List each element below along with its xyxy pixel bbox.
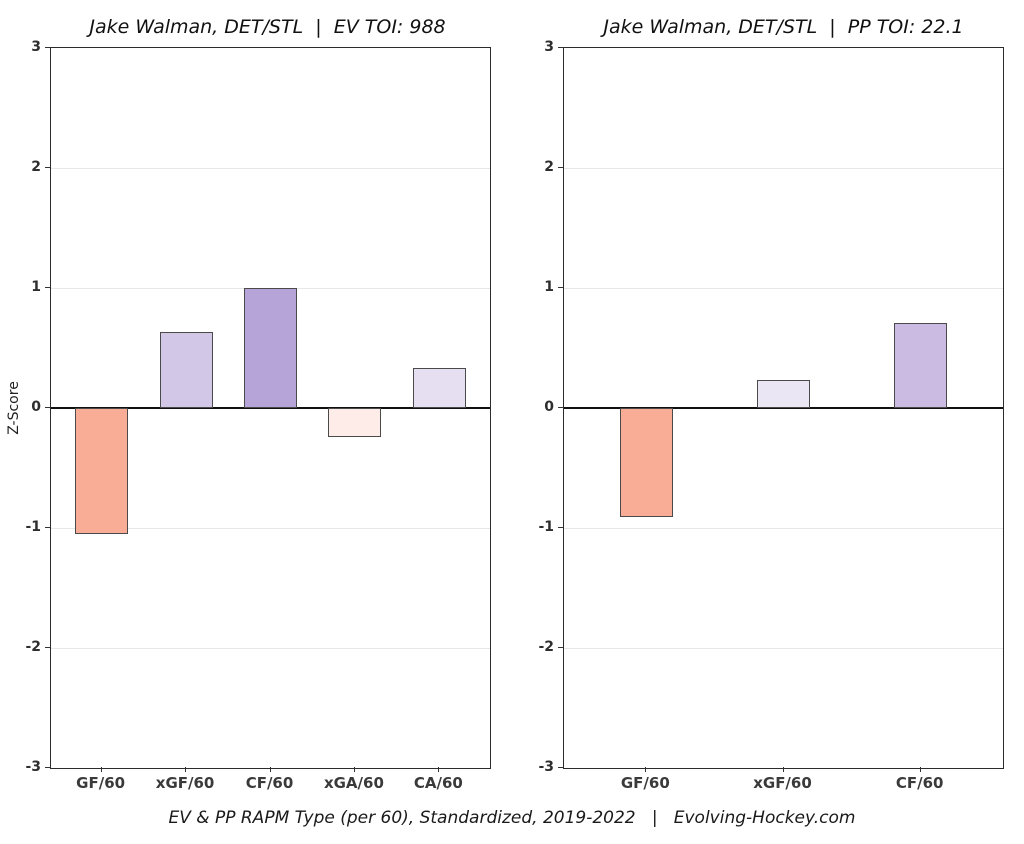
bar-gf60: [619, 408, 673, 518]
gridline-y-2: [51, 168, 490, 169]
y-tick-label-2: 2: [31, 159, 41, 175]
zero-line: [51, 407, 490, 409]
x-tick-label-xgf60: xGF/60: [753, 774, 812, 792]
x-tick-label-gf60: GF/60: [620, 774, 670, 792]
gridline-y--1: [51, 528, 490, 529]
y-tick-mark: [558, 647, 563, 648]
bar-xgf60: [159, 332, 213, 408]
y-tick-mark: [558, 167, 563, 168]
y-tick-mark: [45, 47, 50, 48]
gridline-y-1: [564, 288, 1003, 289]
y-tick-mark: [45, 767, 50, 768]
chart-title-pp: Jake Walman, DET/STL | PP TOI: 22.1: [603, 16, 964, 38]
bar-cf60: [894, 322, 948, 408]
x-tick-mark: [782, 767, 784, 772]
y-tick-label--1: -1: [538, 519, 554, 535]
bar-ca60: [412, 368, 466, 408]
y-tick-label--3: -3: [538, 759, 554, 775]
x-tick-label-xga60: xGA/60: [323, 774, 384, 792]
x-tick-mark: [919, 767, 921, 772]
y-tick-mark: [558, 407, 563, 408]
x-tick-mark: [185, 767, 187, 772]
plot-area-pp: [563, 47, 1004, 769]
y-tick-label-0: 0: [544, 399, 554, 415]
x-tick-mark: [100, 767, 102, 772]
x-tick-label-xgf60: xGF/60: [155, 774, 215, 792]
gridline-y--2: [564, 648, 1003, 649]
y-tick-mark: [558, 767, 563, 768]
y-tick-label--2: -2: [25, 639, 41, 655]
x-tick-mark: [353, 767, 355, 772]
y-tick-label-3: 3: [544, 39, 554, 55]
gridline-y--2: [51, 648, 490, 649]
y-tick-label-3: 3: [31, 39, 41, 55]
gridline-y--1: [564, 528, 1003, 529]
bar-gf60: [75, 408, 129, 534]
bar-xga60: [328, 408, 382, 437]
bar-cf60: [244, 288, 297, 408]
gridline-y-2: [564, 168, 1003, 169]
y-tick-label-2: 2: [544, 159, 554, 175]
y-tick-mark: [45, 407, 50, 408]
y-tick-label-0: 0: [31, 399, 41, 415]
y-tick-mark: [558, 47, 563, 48]
zero-line: [564, 407, 1003, 409]
y-tick-label--2: -2: [538, 639, 554, 655]
x-tick-mark: [269, 767, 271, 772]
chart-title-ev: Jake Walman, DET/STL | EV TOI: 988: [89, 16, 446, 38]
y-tick-label-1: 1: [544, 279, 554, 295]
y-tick-mark: [558, 527, 563, 528]
x-tick-mark: [645, 767, 647, 772]
y-tick-mark: [45, 167, 50, 168]
y-tick-mark: [45, 287, 50, 288]
y-tick-label--1: -1: [25, 519, 41, 535]
plot-area-ev: [50, 47, 491, 769]
x-tick-label-cf60: CF/60: [895, 774, 944, 792]
x-tick-label-cf60: CF/60: [245, 774, 294, 792]
figure-caption: EV & PP RAPM Type (per 60), Standardized…: [168, 808, 856, 828]
x-tick-label-ca60: CA/60: [413, 774, 463, 792]
y-tick-label--3: -3: [25, 759, 41, 775]
y-tick-label-1: 1: [31, 279, 41, 295]
x-tick-mark: [438, 767, 440, 772]
bar-xgf60: [757, 380, 810, 408]
y-tick-mark: [45, 527, 50, 528]
y-tick-mark: [45, 647, 50, 648]
x-tick-label-gf60: GF/60: [76, 774, 126, 792]
y-tick-mark: [558, 287, 563, 288]
